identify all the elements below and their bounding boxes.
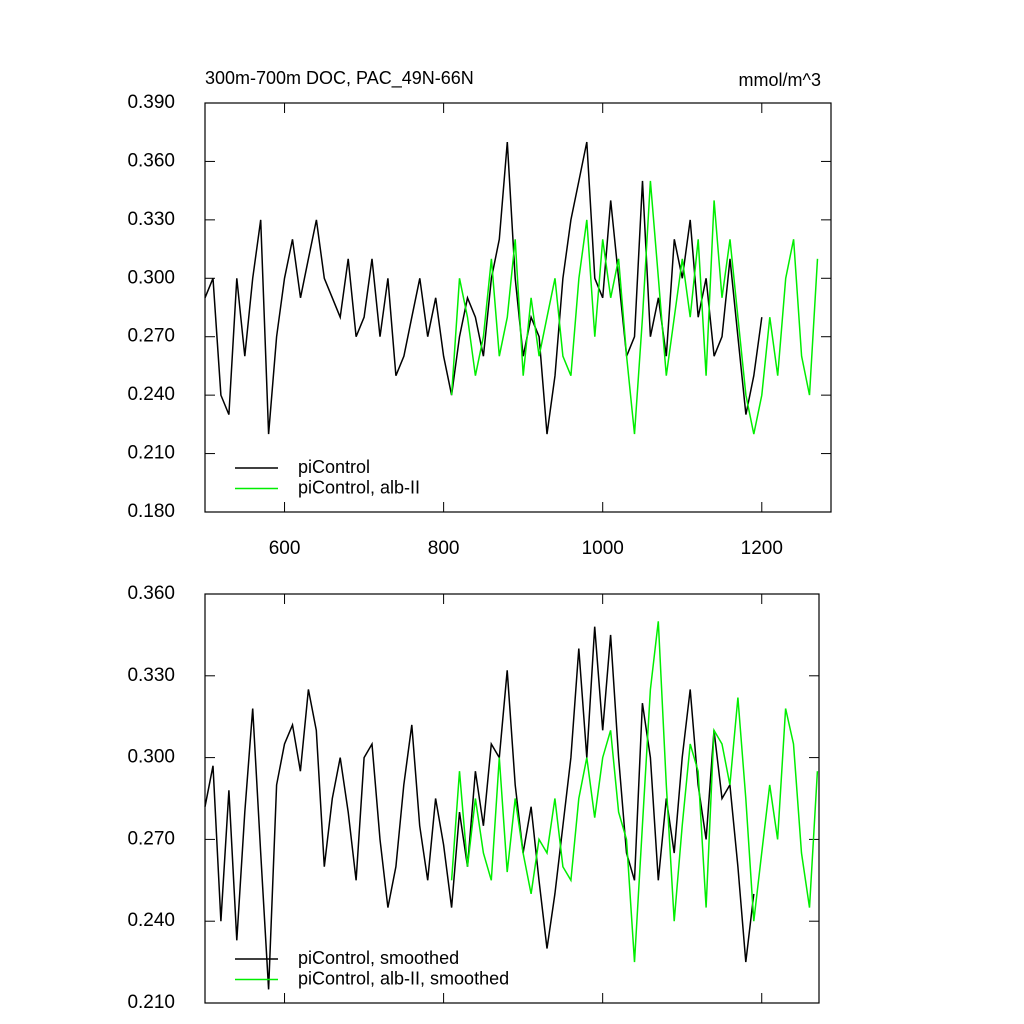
x-tick-label: 600 — [269, 538, 301, 559]
y-tick-label: 0.270 — [127, 828, 175, 849]
y-tick-label: 0.210 — [127, 443, 175, 464]
y-tick-label: 0.300 — [127, 267, 175, 288]
series-line — [204, 626, 755, 990]
y-tick-label: 0.270 — [127, 326, 175, 347]
y-tick-label: 0.210 — [127, 992, 175, 1013]
y-tick-label: 0.360 — [127, 150, 175, 171]
x-tick-label: 800 — [428, 538, 460, 559]
x-tick-label: 1000 — [582, 538, 624, 559]
y-tick-label: 0.390 — [127, 92, 175, 113]
plot-frame — [204, 593, 820, 1004]
y-tick-label: 0.330 — [127, 209, 175, 230]
y-tick-label: 0.330 — [127, 665, 175, 686]
legend-label: piControl — [298, 457, 370, 477]
y-tick-label: 0.360 — [127, 583, 175, 604]
units-label: mmol/m^3 — [739, 70, 821, 90]
y-tick-label: 0.180 — [127, 501, 175, 522]
y-tick-label: 0.240 — [127, 384, 175, 405]
legend-label: piControl, alb-II, smoothed — [298, 968, 509, 988]
y-tick-label: 0.300 — [127, 747, 175, 768]
x-tick-label: 1200 — [741, 538, 783, 559]
chart-title: 300m-700m DOC, PAC_49N-66N — [205, 68, 474, 89]
series-line — [450, 180, 819, 435]
series-line — [450, 621, 819, 963]
legend-label: piControl, smoothed — [298, 948, 459, 968]
legend-label: piControl, alb-II — [298, 477, 420, 497]
plot-frame — [204, 102, 832, 513]
y-tick-label: 0.240 — [127, 910, 175, 931]
series-line — [204, 141, 763, 435]
